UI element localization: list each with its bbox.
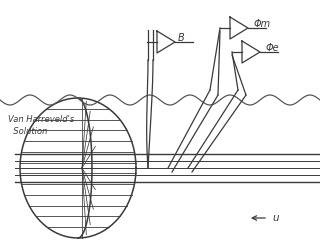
Text: B: B	[178, 33, 185, 43]
Text: Φm: Φm	[254, 19, 271, 29]
Text: Van Harreveld's: Van Harreveld's	[8, 115, 74, 124]
Text: u: u	[272, 213, 279, 223]
Text: Φe: Φe	[266, 43, 280, 53]
Text: Solution: Solution	[8, 127, 47, 136]
